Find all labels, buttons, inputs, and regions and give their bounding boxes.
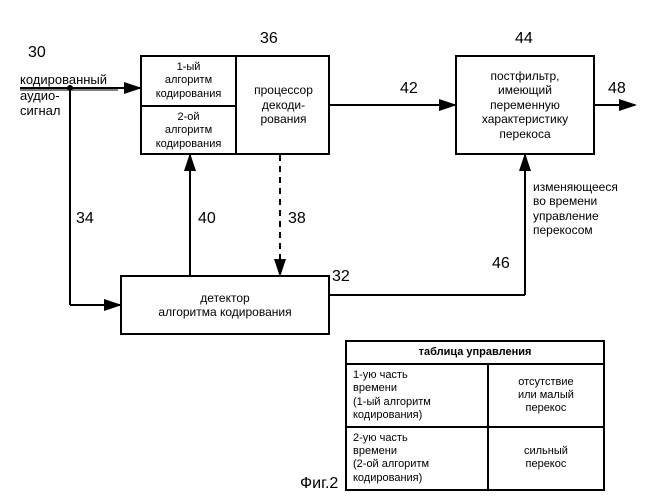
label-30: 30 bbox=[28, 44, 46, 62]
control-label: изменяющееся во времени управление перек… bbox=[533, 180, 643, 238]
table-title: таблица управления bbox=[346, 341, 604, 364]
block-44: постфильтр, имеющий переменную характери… bbox=[455, 55, 595, 155]
block36-alg1: 1-ый алгоритм кодирования bbox=[142, 57, 235, 105]
label-34: 34 bbox=[76, 210, 94, 228]
figure-caption: Фиг.2 bbox=[300, 475, 338, 493]
label-42: 42 bbox=[400, 80, 418, 98]
label-48: 48 bbox=[608, 80, 626, 98]
label-40: 40 bbox=[198, 210, 216, 228]
table-r1c1: 1-ую часть времени (1-ый алгоритм кодиро… bbox=[346, 364, 488, 427]
block-32: детектор алгоритма кодирования bbox=[120, 275, 330, 335]
block36-proc: процессор декоди- рования bbox=[237, 57, 330, 153]
block36-alg2: 2-ой алгоритм кодирования bbox=[142, 107, 235, 155]
input-signal-label: кодированный аудио- сигнал bbox=[20, 72, 120, 119]
table-r2c2: сильный перекос bbox=[488, 427, 604, 490]
label-32: 32 bbox=[332, 268, 350, 286]
table-r1c2: отсутствие или малый перекос bbox=[488, 364, 604, 427]
label-36: 36 bbox=[260, 30, 278, 48]
label-38: 38 bbox=[288, 210, 306, 228]
control-table: таблица управления 1-ую часть времени (1… bbox=[345, 340, 605, 491]
block-36: 1-ый алгоритм кодирования 2-ой алгоритм … bbox=[140, 55, 330, 155]
label-46: 46 bbox=[492, 255, 510, 273]
label-44: 44 bbox=[515, 30, 533, 48]
table-r2c1: 2-ую часть времени (2-ой алгоритм кодиро… bbox=[346, 427, 488, 490]
